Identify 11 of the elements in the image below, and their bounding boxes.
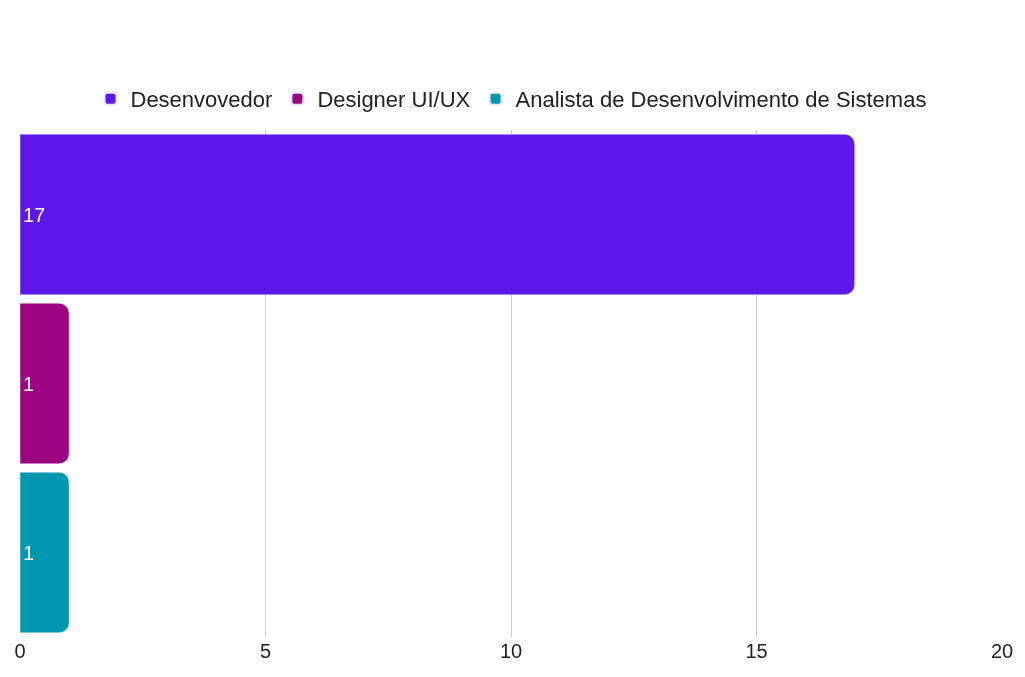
x-tick-label: 15 <box>745 640 768 662</box>
x-tick-label: 5 <box>259 640 272 662</box>
x-tick-label: 10 <box>499 640 523 662</box>
legend-label: Designer UI/UX <box>317 87 471 113</box>
data-label: 1 <box>23 372 35 395</box>
x-tick-label: 0 <box>14 640 26 662</box>
legend-label: Analista de Desenvolvimento de Sistemas <box>515 87 927 113</box>
x-tick-label: 20 <box>990 640 1014 662</box>
data-label: 1 <box>23 541 35 564</box>
legend-label: Desenvovedor <box>130 87 273 113</box>
data-label: 17 <box>23 203 46 226</box>
